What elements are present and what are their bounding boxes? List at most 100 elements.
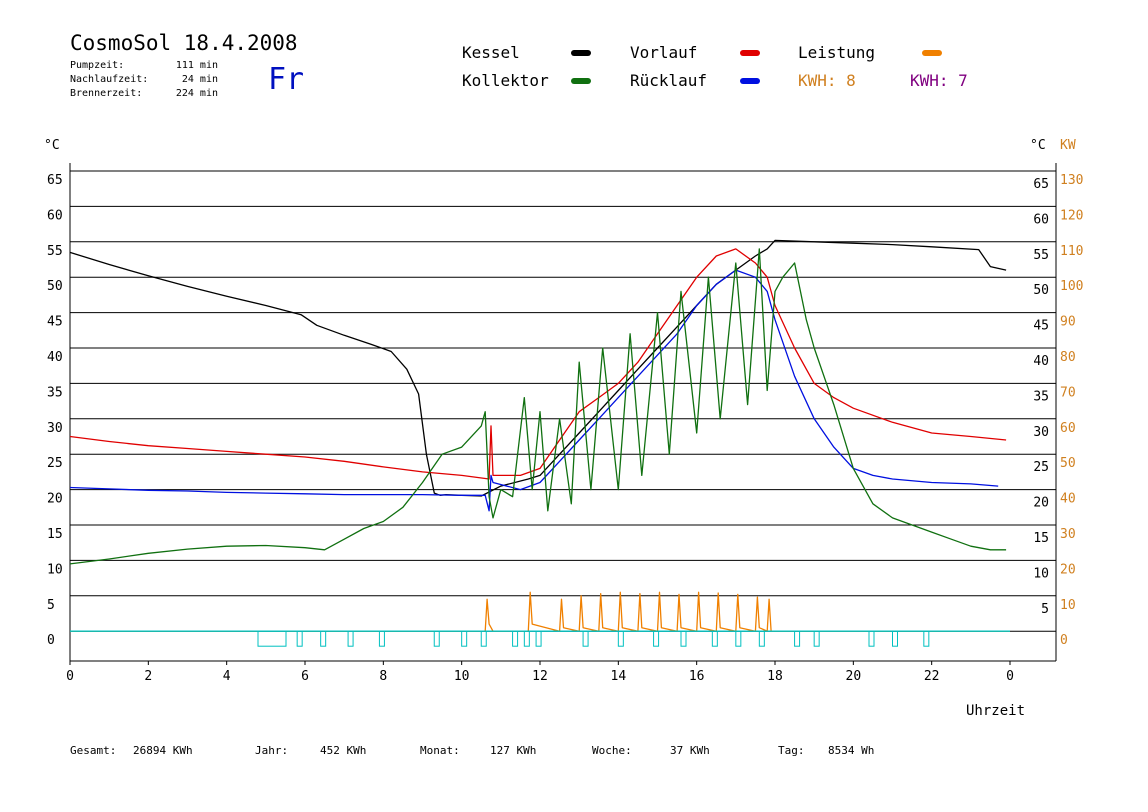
pump-time-label: Pumpzeit: [70,60,124,71]
y-tick-label-kw: 0 [1060,633,1068,648]
pump-run-marker [347,630,354,647]
y-tick-label-left: 0 [47,633,55,648]
x-tick-label: 12 [532,669,548,684]
x-tick-label: 18 [767,669,783,684]
y-tick-label-right: 65 [1033,177,1049,192]
y-tick-label-kw: 130 [1060,173,1083,188]
y-tick-label-kw: 10 [1060,598,1076,613]
series-line-vorlauf [69,248,1007,480]
kwh-left: KWH: 8 [798,71,856,90]
pump-run-marker [512,630,519,647]
month-value: 127 KWh [490,744,536,757]
y-tick-label-right: 25 [1033,460,1049,475]
afterrun-time-label: Nachlaufzeit: [70,74,148,85]
y-tick-label-kw: 40 [1060,492,1076,507]
x-tick-label: 0 [66,669,74,684]
y-tick-label-left: 35 [47,385,63,400]
afterrun-time-value: 24 min [182,74,218,85]
footer-totals: Gesamt: 26894 KWh Jahr: 452 KWh Monat: 1… [70,744,874,757]
x-tick-label: 16 [689,669,705,684]
x-tick-label: 8 [379,669,387,684]
pump-run-marker [813,630,820,647]
y-tick-label-left: 30 [47,421,63,436]
y-tick-label-right: 40 [1033,354,1049,369]
day-total-label: Tag: [778,744,805,757]
day-label: Fr [268,62,304,97]
pump-run-marker [535,630,542,647]
y-tick-label-kw: 120 [1060,208,1083,223]
pump-run-marker [735,630,742,647]
y-tick-label-left: 10 [47,562,63,577]
y-tick-label-right: 50 [1033,283,1049,298]
y-tick-label-right: 20 [1033,496,1049,511]
pump-run-marker [892,630,898,647]
y-tick-label-left: 45 [47,315,63,330]
pump-run-marker [320,630,327,647]
month-label: Monat: [420,744,460,757]
y-tick-label-left: 50 [47,279,63,294]
y-axis-unit-right: °C [1030,138,1046,153]
legend-swatch-vorlauf [740,50,760,56]
y-axis-unit-kw: KW [1060,138,1076,153]
legend-label-ruecklauf: Rücklauf [630,71,707,90]
pump-run-marker [480,630,487,647]
pump-run-marker [296,630,303,647]
pump-run-marker [758,630,765,647]
y-tick-label-right: 30 [1033,425,1049,440]
x-tick-label: 0 [1006,669,1014,684]
week-value: 37 KWh [670,744,710,757]
pump-run-marker [653,630,660,647]
y-tick-label-left: 40 [47,350,63,365]
pump-markers [257,630,930,647]
y-tick-label-right: 35 [1033,389,1049,404]
series-line-rcklauf [69,269,999,512]
y-tick-label-right: 10 [1033,566,1049,581]
legend-label-kessel: Kessel [462,43,520,62]
legend: Kessel Vorlauf Leistung Kollektor Rückla… [462,43,968,90]
day-total-value: 8534 Wh [828,744,874,757]
year-label: Jahr: [255,744,288,757]
x-tick-label: 22 [924,669,940,684]
pump-run-marker [378,630,385,647]
grid-lines [69,163,1057,665]
pump-run-marker [461,630,468,647]
y-tick-label-left: 55 [47,244,63,259]
y-tick-label-kw: 110 [1060,244,1083,259]
pump-run-marker [257,630,287,647]
total-value: 26894 KWh [133,744,193,757]
pump-run-marker [617,630,624,647]
y-tick-label-right: 55 [1033,248,1049,263]
burner-time-label: Brennerzeit: [70,88,142,99]
y-tick-label-left: 60 [47,208,63,223]
y-tick-label-kw: 30 [1060,527,1076,542]
y-tick-label-right: 15 [1033,531,1049,546]
legend-swatch-leistung [922,50,942,56]
x-tick-label: 14 [611,669,627,684]
series-line-kollektor [69,248,1007,565]
x-axis-label: Uhrzeit [966,703,1025,719]
y-tick-label-left: 20 [47,492,63,507]
y-tick-label-kw: 70 [1060,385,1076,400]
pump-run-marker [923,630,930,647]
x-tick-label: 10 [454,669,470,684]
series-lines [69,239,1010,632]
legend-swatch-ruecklauf [740,78,760,84]
series-line-leistung [70,591,1010,632]
y-tick-label-left: 25 [47,456,63,471]
pump-run-marker [582,630,589,647]
pump-run-marker [523,630,530,647]
y-tick-label-kw: 80 [1060,350,1076,365]
y-axis-unit-left: °C [44,138,60,153]
kwh-right: KWH: 7 [910,71,968,90]
y-tick-label-left: 65 [47,173,63,188]
y-tick-label-kw: 20 [1060,562,1076,577]
legend-label-vorlauf: Vorlauf [630,43,697,62]
pump-run-marker [868,630,875,647]
tick-labels: 0 2 4 6 8 10 12 14 16 18 20 22 065605550454035302520… [47,173,1083,684]
pump-run-marker [794,630,801,647]
legend-label-kollektor: Kollektor [462,71,549,90]
y-tick-label-left: 15 [47,527,63,542]
week-label: Woche: [592,744,632,757]
x-tick-label: 4 [223,669,231,684]
